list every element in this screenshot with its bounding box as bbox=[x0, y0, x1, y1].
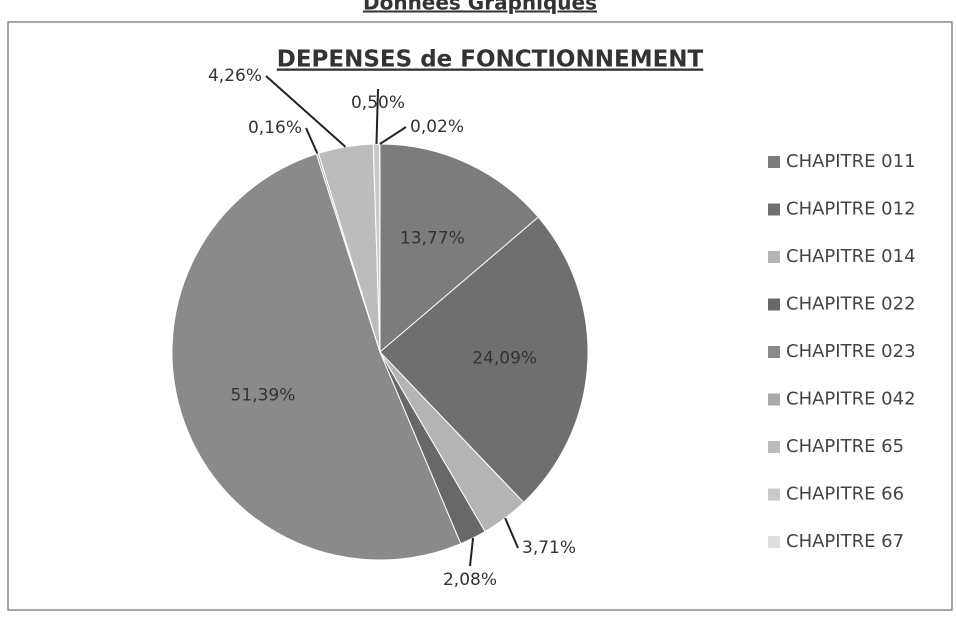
legend-swatch bbox=[768, 394, 780, 406]
legend-swatch bbox=[768, 441, 780, 453]
legend-label: CHAPITRE 65 bbox=[786, 436, 904, 457]
legend-swatch bbox=[768, 346, 780, 358]
legend-label: CHAPITRE 011 bbox=[786, 151, 916, 172]
data-label: 4,26% bbox=[208, 66, 262, 86]
legend-label: CHAPITRE 012 bbox=[786, 199, 916, 220]
legend-swatch bbox=[768, 299, 780, 311]
legend-swatch bbox=[768, 156, 780, 168]
legend-label: CHAPITRE 014 bbox=[786, 246, 916, 267]
leader-line bbox=[505, 518, 518, 548]
data-label: 0,02% bbox=[410, 117, 464, 137]
leader-line bbox=[380, 127, 406, 144]
legend-label: CHAPITRE 022 bbox=[786, 294, 916, 315]
page-title: Données Graphiques bbox=[363, 0, 597, 15]
legend-swatch bbox=[768, 489, 780, 501]
leader-line bbox=[470, 538, 473, 566]
legend-swatch bbox=[768, 536, 780, 548]
chart-title: DEPENSES de FONCTIONNEMENT bbox=[277, 47, 704, 73]
legend-label: CHAPITRE 66 bbox=[786, 484, 904, 505]
data-label: 51,39% bbox=[231, 385, 296, 405]
data-label: 0,16% bbox=[248, 118, 302, 138]
data-label: 13,77% bbox=[400, 229, 465, 249]
data-label: 3,71% bbox=[522, 538, 576, 558]
legend-label: CHAPITRE 67 bbox=[786, 531, 904, 552]
legend-swatch bbox=[768, 204, 780, 216]
data-label: 24,09% bbox=[472, 348, 537, 368]
legend-label: CHAPITRE 023 bbox=[786, 341, 916, 362]
legend-swatch bbox=[768, 251, 780, 263]
data-label: 0,50% bbox=[351, 93, 405, 113]
legend-label: CHAPITRE 042 bbox=[786, 389, 916, 410]
data-label: 2,08% bbox=[443, 570, 497, 590]
leader-line bbox=[306, 128, 317, 154]
